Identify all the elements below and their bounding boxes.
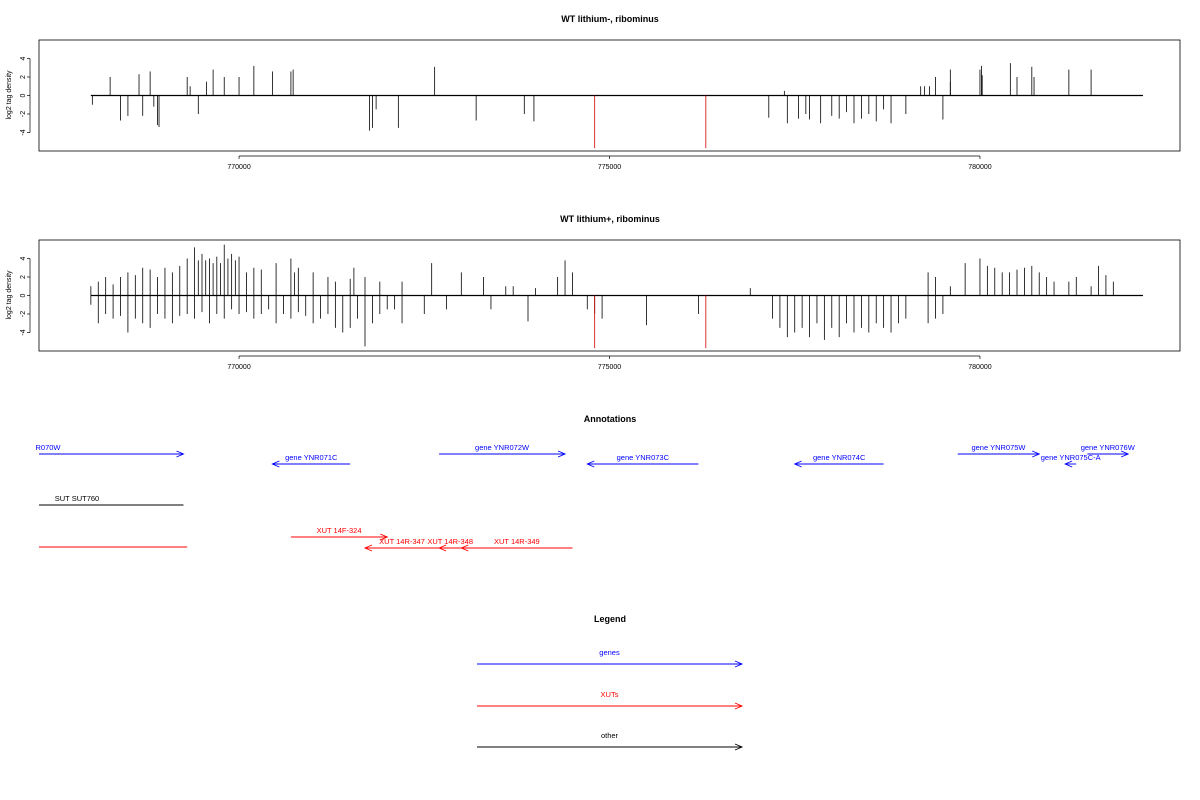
track-panel-lithium-minus: WT lithium-, ribominus log2 tag density … bbox=[6, 14, 1181, 171]
density-bars bbox=[90, 63, 1143, 149]
x-tick-label: 780000 bbox=[968, 364, 991, 371]
y-axis-label: log2 tag density bbox=[6, 270, 13, 320]
y-axis: -4 -2 0 2 4 bbox=[20, 56, 31, 136]
gene-label: gene YNR075W bbox=[971, 443, 1026, 452]
x-tick-label: 770000 bbox=[227, 164, 250, 171]
gene-label: gene YNR075C-A bbox=[1041, 453, 1101, 462]
gene-feature: gene YNR076W bbox=[1081, 443, 1136, 458]
arrowhead-left bbox=[460, 544, 469, 552]
arrowhead-left bbox=[793, 460, 802, 468]
track-panel-lithium-plus: WT lithium+, ribominus log2 tag density … bbox=[6, 214, 1181, 371]
x-axis: 770000 775000 780000 bbox=[227, 355, 992, 371]
xut-feature: XUT 14F-324 bbox=[290, 526, 389, 541]
arrowhead-right bbox=[380, 533, 389, 541]
x-axis: 770000 775000 780000 bbox=[227, 155, 992, 171]
x-tick-label: 780000 bbox=[968, 164, 991, 171]
legend-item: XUTs bbox=[477, 690, 744, 710]
legend-title: Legend bbox=[594, 614, 626, 624]
legend: Legend genes XUTs other bbox=[477, 614, 744, 751]
legend-label: XUTs bbox=[601, 690, 619, 699]
gene-feature: gene YNR074C bbox=[793, 453, 884, 468]
arrowhead-right bbox=[1120, 450, 1130, 458]
other-feature: SUT SUT760 bbox=[39, 494, 184, 506]
x-tick-label: 775000 bbox=[598, 364, 621, 371]
arrowhead-left bbox=[271, 460, 280, 468]
arrowhead-left bbox=[1064, 460, 1073, 468]
legend-label: genes bbox=[599, 648, 620, 657]
xut-label: XUT 14R-347 bbox=[379, 537, 425, 546]
legend-items: genes XUTs other bbox=[477, 648, 744, 751]
arrowhead-right bbox=[557, 450, 567, 458]
panel-title: WT lithium+, ribominus bbox=[560, 214, 660, 224]
legend-item: genes bbox=[477, 648, 744, 668]
y-tick-label: 2 bbox=[20, 275, 27, 279]
xut-feature: XUT 14R-348 bbox=[427, 537, 473, 552]
arrowhead-right bbox=[734, 702, 744, 710]
y-tick-label: 2 bbox=[20, 75, 27, 79]
gene-feature: gene YNR075W bbox=[957, 443, 1041, 458]
legend-label: other bbox=[601, 731, 619, 740]
gene-feature: gene YNR073C bbox=[586, 453, 699, 468]
y-tick-label: 4 bbox=[20, 256, 27, 260]
arrowhead-left bbox=[437, 544, 447, 552]
gene-label: R070W bbox=[35, 443, 61, 452]
gene-label: gene YNR072W bbox=[475, 443, 530, 452]
xut-feature: XUT 14R-349 bbox=[460, 537, 573, 552]
legend-item: other bbox=[477, 731, 744, 751]
plot-frame bbox=[38, 239, 1181, 352]
y-axis-label: log2 tag density bbox=[6, 70, 13, 120]
arrowhead-right bbox=[734, 660, 744, 668]
gene-feature: R070W bbox=[35, 443, 185, 458]
arrowhead-left bbox=[363, 544, 373, 552]
y-tick-label: -2 bbox=[20, 111, 27, 117]
gene-label: gene YNR073C bbox=[617, 453, 670, 462]
gene-label: gene YNR076W bbox=[1081, 443, 1136, 452]
arrowhead-right bbox=[176, 450, 185, 458]
arrowhead-right bbox=[1032, 450, 1041, 458]
y-tick-label: 0 bbox=[20, 93, 27, 97]
density-bars bbox=[90, 244, 1143, 349]
xut-label: XUT 14F-324 bbox=[317, 526, 362, 535]
gene-label: gene YNR071C bbox=[285, 453, 338, 462]
annotation-features: R070W gene YNR071C gene YNR072W gene YNR073… bbox=[35, 443, 1136, 552]
y-tick-label: 4 bbox=[20, 56, 27, 60]
other-label: SUT SUT760 bbox=[55, 494, 99, 503]
x-tick-label: 775000 bbox=[598, 164, 621, 171]
xut-feature: XUT 14R-347 bbox=[363, 537, 440, 552]
gene-feature: gene YNR075C-A bbox=[1041, 453, 1101, 468]
y-tick-label: -4 bbox=[20, 329, 27, 335]
xut-label: XUT 14R-349 bbox=[494, 537, 540, 546]
y-tick-label: 0 bbox=[20, 293, 27, 297]
gene-feature: gene YNR072W bbox=[439, 443, 567, 458]
y-axis: -4 -2 0 2 4 bbox=[20, 256, 31, 336]
y-tick-label: -4 bbox=[20, 129, 27, 135]
arrowhead-right bbox=[734, 743, 744, 751]
x-tick-label: 770000 bbox=[227, 364, 250, 371]
annotations-track: Annotations R070W gene YNR071C gene YNR072… bbox=[35, 414, 1136, 552]
panel-title: WT lithium-, ribominus bbox=[561, 14, 659, 24]
arrowhead-left bbox=[586, 460, 595, 468]
y-tick-label: -2 bbox=[20, 311, 27, 317]
xut-label: XUT 14R-348 bbox=[427, 537, 473, 546]
gene-label: gene YNR074C bbox=[813, 453, 866, 462]
gene-feature: gene YNR071C bbox=[271, 453, 351, 468]
plot-frame bbox=[38, 39, 1181, 152]
annotations-title: Annotations bbox=[584, 414, 637, 424]
